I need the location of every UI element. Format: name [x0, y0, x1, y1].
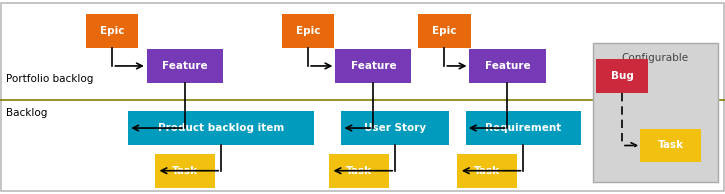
- FancyBboxPatch shape: [457, 154, 517, 188]
- Text: Product backlog item: Product backlog item: [158, 123, 284, 133]
- FancyBboxPatch shape: [329, 154, 389, 188]
- Text: Task: Task: [474, 166, 500, 176]
- FancyBboxPatch shape: [146, 49, 223, 83]
- FancyBboxPatch shape: [282, 14, 334, 48]
- FancyBboxPatch shape: [335, 49, 412, 83]
- FancyBboxPatch shape: [470, 49, 545, 83]
- FancyBboxPatch shape: [593, 43, 718, 182]
- FancyBboxPatch shape: [596, 59, 648, 93]
- Text: Epic: Epic: [296, 26, 320, 36]
- Text: Feature: Feature: [485, 61, 530, 71]
- FancyBboxPatch shape: [155, 154, 215, 188]
- FancyBboxPatch shape: [341, 111, 449, 145]
- Text: Epic: Epic: [100, 26, 125, 36]
- Text: Task: Task: [172, 166, 198, 176]
- Text: Backlog: Backlog: [6, 108, 47, 119]
- Text: Portfolio backlog: Portfolio backlog: [6, 74, 94, 84]
- Text: Configurable: Configurable: [622, 53, 689, 63]
- FancyBboxPatch shape: [639, 128, 701, 163]
- FancyBboxPatch shape: [418, 14, 471, 48]
- Text: Task: Task: [346, 166, 372, 176]
- FancyBboxPatch shape: [86, 14, 138, 48]
- Text: User Story: User Story: [364, 123, 426, 133]
- FancyBboxPatch shape: [128, 111, 314, 145]
- Text: Task: Task: [658, 140, 684, 151]
- Text: Bug: Bug: [610, 71, 634, 81]
- FancyBboxPatch shape: [466, 111, 581, 145]
- Text: Feature: Feature: [162, 61, 207, 71]
- Text: Feature: Feature: [351, 61, 396, 71]
- Text: Epic: Epic: [432, 26, 457, 36]
- Text: Requirement: Requirement: [485, 123, 562, 133]
